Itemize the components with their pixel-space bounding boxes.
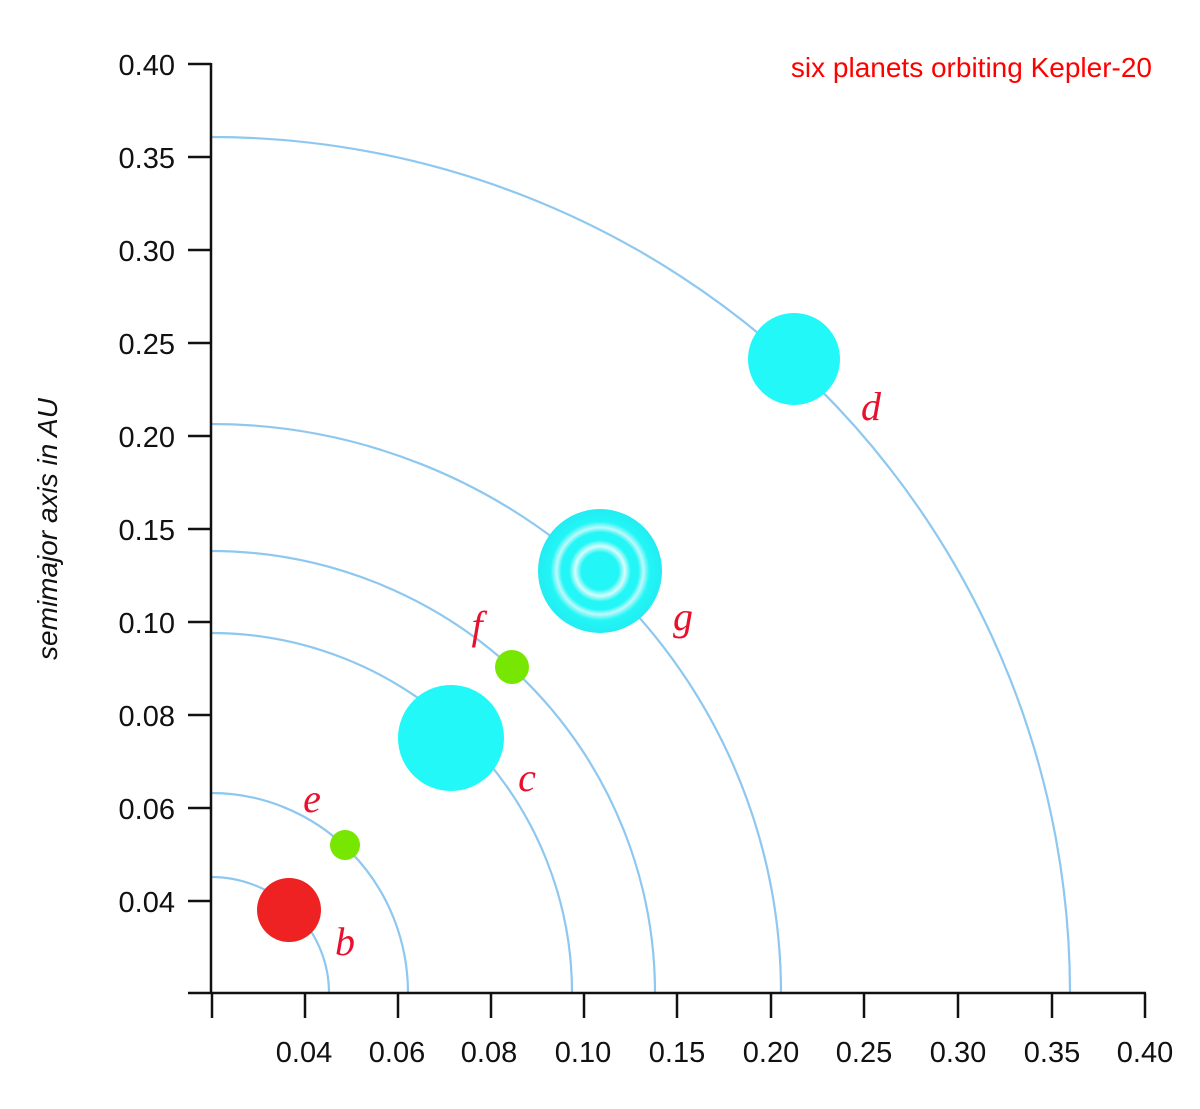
planet-d-marker (748, 313, 840, 405)
orbit-f (210, 549, 657, 994)
y-tick-label: 0.40 (119, 50, 175, 82)
y-tick-labels: 0.40 0.35 0.30 0.25 0.20 0.15 0.10 0.08 … (119, 50, 175, 919)
x-tick-label: 0.30 (930, 1037, 986, 1069)
x-tick-label: 0.20 (743, 1037, 799, 1069)
planet-c-marker (398, 685, 504, 791)
planet-f-marker (495, 650, 529, 684)
x-tick-label: 0.15 (649, 1037, 705, 1069)
y-tick-label: 0.10 (119, 608, 175, 640)
axes (188, 62, 1147, 1018)
y-ticks (188, 62, 211, 903)
planet-label-g: g (673, 594, 693, 639)
y-tick-label: 0.06 (119, 794, 175, 826)
y-axis-label: semimajor axis in AU (32, 397, 63, 660)
x-tick-label: 0.25 (836, 1037, 892, 1069)
y-tick-label: 0.20 (119, 422, 175, 454)
planet-label-b: b (335, 919, 355, 964)
planet-e-marker (330, 830, 360, 860)
planet-b-marker (257, 878, 321, 942)
orbit-c (210, 631, 574, 994)
planet-label-d: d (861, 384, 882, 429)
planets (257, 313, 840, 942)
planet-label-c: c (518, 755, 536, 800)
x-tick-label: 0.35 (1024, 1037, 1080, 1069)
planet-label-e: e (303, 776, 321, 821)
planet-labels: b e c f g d (303, 384, 882, 964)
planet-label-f: f (471, 603, 487, 648)
y-tick-label: 0.25 (119, 329, 175, 361)
x-ticks (210, 993, 1147, 1018)
x-tick-label: 0.10 (555, 1037, 611, 1069)
y-tick-label: 0.04 (119, 887, 175, 919)
y-tick-label: 0.08 (119, 701, 175, 733)
y-tick-label: 0.15 (119, 515, 175, 547)
y-tick-label: 0.30 (119, 236, 175, 268)
x-tick-label: 0.08 (461, 1037, 517, 1069)
x-tick-label: 0.40 (1117, 1037, 1173, 1069)
y-tick-label: 0.35 (119, 143, 175, 175)
x-tick-label: 0.06 (369, 1037, 425, 1069)
chart-title: six planets orbiting Kepler-20 (791, 52, 1152, 83)
x-tick-label: 0.04 (276, 1037, 332, 1069)
planet-g-marker (538, 509, 662, 633)
x-tick-labels: 0.04 0.06 0.08 0.10 0.15 0.20 0.25 0.30 … (276, 1037, 1173, 1069)
